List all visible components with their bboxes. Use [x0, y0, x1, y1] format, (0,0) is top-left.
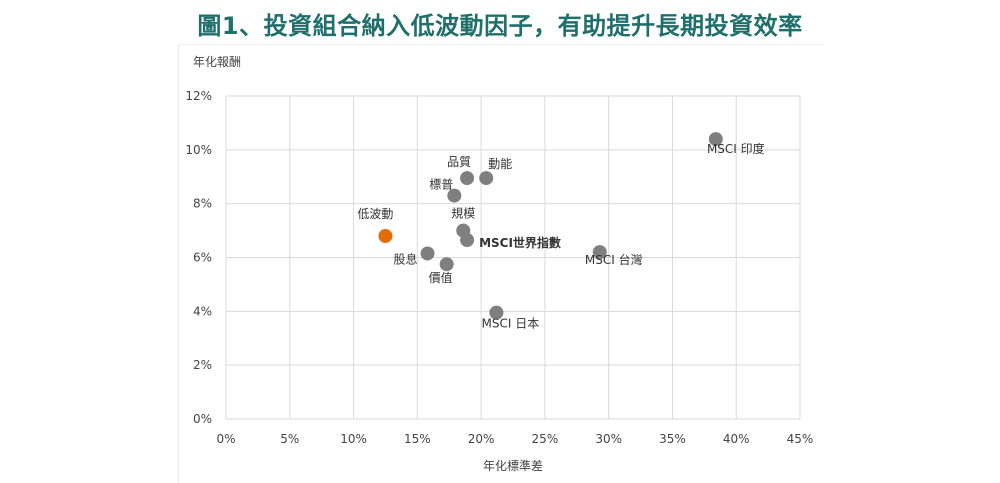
y-axis-title: 年化報酬 [193, 55, 241, 69]
x-tick-label: 40% [723, 432, 750, 446]
data-point [460, 233, 475, 248]
data-point-label: 股息 [394, 251, 418, 266]
x-tick-label: 25% [532, 432, 559, 446]
data-point [489, 305, 504, 320]
data-point-label: 動能 [488, 157, 512, 171]
y-tick-label: 10% [185, 143, 212, 157]
y-tick-label: 4% [193, 304, 212, 318]
x-tick-label: 5% [280, 432, 299, 446]
y-tick-label: 2% [193, 358, 212, 372]
data-point [460, 171, 475, 186]
data-point-label: 品質 [447, 154, 471, 169]
data-point [479, 171, 494, 186]
data-point-label: 低波動 [357, 207, 393, 221]
x-tick-label: 0% [216, 432, 235, 446]
data-point-label: MSCI世界指數 [479, 235, 561, 250]
y-tick-label: 8% [193, 197, 212, 211]
x-axis-title: 年化標準差 [483, 458, 543, 473]
y-tick-label: 12% [185, 89, 212, 103]
data-point [378, 228, 393, 243]
y-tick-label: 6% [193, 251, 212, 265]
data-point [439, 257, 454, 272]
data-point [420, 246, 435, 261]
x-tick-label: 20% [468, 432, 495, 446]
x-tick-label: 45% [787, 432, 814, 446]
data-point-label: MSCI 台灣 [585, 252, 643, 267]
data-point [447, 188, 462, 203]
chart-title: 圖1、投資組合納入低波動因子，有助提升長期投資效率 [197, 12, 803, 40]
data-point-label: MSCI 日本 [482, 317, 540, 331]
data-point [592, 245, 607, 260]
data-point [708, 132, 723, 147]
y-tick-label: 0% [193, 412, 212, 426]
x-tick-label: 15% [404, 432, 431, 446]
data-point-label: 標普 [429, 178, 453, 192]
x-tick-label: 35% [659, 432, 686, 446]
x-tick-label: 10% [340, 432, 367, 446]
chart-panel: 0% 2% 4% 6% 8% 10% 12% 0% 5% 10% 15% 20% 25% 30% 35% 40… [178, 44, 825, 483]
scatter-chart: 0% 2% 4% 6% 8% 10% 12% 0% 5% 10% 15% 20% 25% 30% 35% 40… [185, 55, 814, 473]
data-point-label: 規模 [451, 206, 475, 221]
x-tick-label: 30% [595, 432, 622, 446]
data-point-label: MSCI 印度 [707, 141, 765, 156]
data-point-label: 價值 [429, 270, 453, 285]
